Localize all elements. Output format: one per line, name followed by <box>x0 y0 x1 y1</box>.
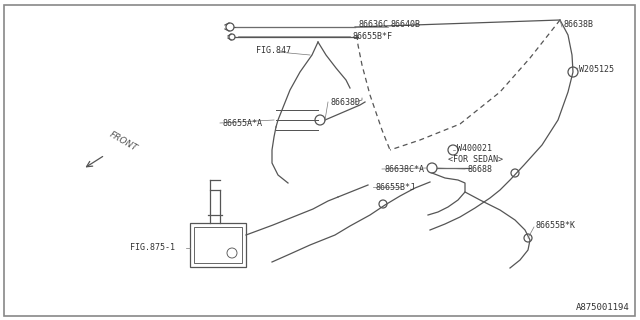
Text: A875001194: A875001194 <box>576 303 630 312</box>
Text: FIG.847: FIG.847 <box>256 45 291 54</box>
Bar <box>190 223 246 267</box>
Text: W400021: W400021 <box>457 143 492 153</box>
Text: <FOR SEDAN>: <FOR SEDAN> <box>448 155 503 164</box>
Bar <box>194 227 242 263</box>
Text: 86688: 86688 <box>467 164 492 173</box>
Text: 86655B*F: 86655B*F <box>352 31 392 41</box>
Text: 86638D: 86638D <box>330 98 360 107</box>
Text: 86636C: 86636C <box>358 20 388 28</box>
Text: FIG.875-1: FIG.875-1 <box>130 244 175 252</box>
Text: FRONT: FRONT <box>108 130 139 153</box>
Text: 86655B*J: 86655B*J <box>375 182 415 191</box>
Text: 86638C*A: 86638C*A <box>384 164 424 173</box>
Text: 86655B*K: 86655B*K <box>536 220 576 229</box>
Text: 86655A*A: 86655A*A <box>222 118 262 127</box>
Text: 86638B: 86638B <box>564 20 594 28</box>
Text: W205125: W205125 <box>579 65 614 74</box>
Text: 86640B: 86640B <box>390 20 420 28</box>
